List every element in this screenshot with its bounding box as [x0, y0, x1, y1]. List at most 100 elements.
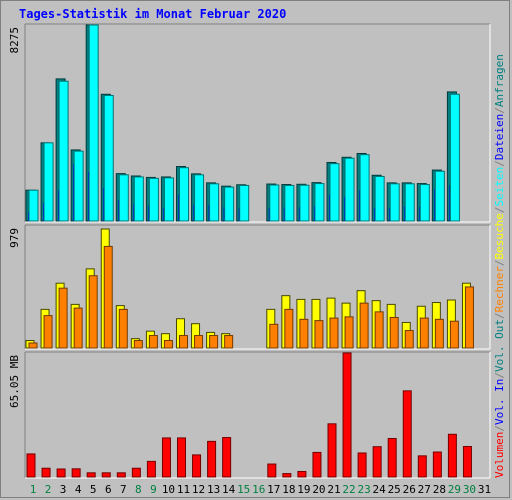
bar-volume-volumen-day-30: [462, 446, 472, 478]
bar-hits-seiten-day-6: [103, 94, 114, 222]
x-tick-label-day-6: 6: [105, 483, 112, 496]
x-tick-label-day-24: 24: [373, 483, 387, 496]
x-tick-label-day-17: 17: [267, 483, 280, 496]
x-tick-label-day-22: 22: [342, 483, 355, 496]
bar-visits-rechner-day-17: [269, 323, 279, 349]
bar-hits-seiten-day-18: [284, 184, 295, 222]
x-tick-label-day-12: 12: [192, 483, 205, 496]
x-tick-label-day-2: 2: [45, 483, 52, 496]
legend-item-dateien: Dateien: [493, 114, 506, 160]
bar-volume-volumen-day-27: [417, 455, 427, 478]
bar-visits-rechner-day-22: [344, 316, 354, 349]
y-axis-max-label: 8275: [8, 27, 21, 54]
x-tick-label-day-23: 23: [357, 483, 370, 496]
bar-hits-seiten-day-1: [28, 189, 39, 222]
bar-hits-seiten-day-23: [359, 154, 370, 222]
bar-volume-volumen-day-7: [116, 472, 126, 478]
x-tick-label-day-15: 15: [237, 483, 250, 496]
bar-hits-seiten-day-21: [329, 163, 340, 222]
x-tick-label-day-7: 7: [120, 483, 127, 496]
bar-volume-volumen-day-22: [342, 352, 352, 478]
x-tick-label-day-26: 26: [403, 483, 416, 496]
bar-hits-seiten-day-22: [344, 157, 355, 222]
bar-hits-seiten-day-15: [239, 184, 250, 222]
bar-visits-rechner-day-12: [194, 335, 204, 349]
legend-separator: /: [493, 259, 506, 266]
x-tick-label-day-27: 27: [418, 483, 431, 496]
bar-hits-seiten-day-4: [73, 150, 84, 222]
legend-item-volin: Vol. In: [493, 379, 506, 425]
panel-volume: 65.05 MB: [8, 351, 491, 479]
x-tick-label-day-10: 10: [162, 483, 175, 496]
x-tick-label-day-13: 13: [207, 483, 220, 496]
x-tick-label-day-20: 20: [312, 483, 325, 496]
bar-hits-seiten-day-27: [419, 184, 430, 222]
legend-item-volumen: Volumen: [493, 432, 506, 478]
panel-hits: 8275: [8, 23, 491, 223]
bar-volume-volumen-day-8: [131, 467, 141, 478]
legend-separator: /: [493, 425, 506, 432]
bar-visits-rechner-day-20: [314, 320, 324, 349]
legend-item-seiten: Seiten: [493, 167, 506, 207]
legend-separator: /: [493, 107, 506, 114]
bar-visits-rechner-day-10: [163, 340, 173, 349]
bar-hits-seiten-day-2: [43, 142, 54, 222]
y-axis-max-label: 65.05 MB: [8, 355, 21, 408]
bar-visits-rechner-day-14: [224, 335, 234, 349]
bar-visits-rechner-day-6: [103, 245, 113, 349]
bar-visits-rechner-day-7: [118, 308, 128, 349]
bar-volume-volumen-day-23: [357, 452, 367, 478]
legend-item-rechner: Rechner: [493, 266, 506, 313]
bar-volume-volumen-day-5: [86, 472, 96, 478]
bar-hits-seiten-day-24: [374, 175, 385, 222]
legend-text: Volumen/Vol. In/Vol. Out/Rechner/Besuche…: [493, 54, 506, 478]
bar-volume-volumen-day-20: [312, 451, 322, 478]
chart-panels: 8275 979 65.05 MB: [8, 23, 491, 479]
bar-visits-rechner-day-13: [209, 335, 219, 349]
bar-volume-volumen-day-24: [372, 446, 382, 478]
x-tick-label-day-16: 16: [252, 483, 265, 496]
bar-volume-volumen-day-17: [267, 463, 277, 478]
bar-visits-rechner-day-30: [464, 286, 474, 349]
bar-visits-rechner-day-5: [88, 275, 98, 349]
bar-hits-seiten-day-9: [148, 177, 159, 222]
bar-hits-seiten-day-17: [269, 184, 280, 222]
x-tick-label-day-18: 18: [282, 483, 295, 496]
x-tick-label-day-3: 3: [60, 483, 67, 496]
bar-volume-volumen-day-2: [41, 467, 51, 478]
legend-separator: /: [493, 160, 506, 167]
bar-volume-volumen-day-14: [222, 437, 232, 478]
bar-volume-volumen-day-9: [146, 460, 156, 478]
bar-hits-seiten-day-8: [133, 176, 144, 222]
x-tick-label-day-21: 21: [327, 483, 340, 496]
bar-volume-volumen-day-13: [207, 440, 217, 478]
legend-separator: /: [493, 206, 506, 213]
x-tick-label-day-11: 11: [177, 483, 190, 496]
bar-volume-volumen-day-3: [56, 468, 66, 478]
bar-visits-rechner-day-28: [434, 318, 444, 349]
bar-volume-volumen-day-4: [71, 468, 81, 478]
x-tick-label-day-9: 9: [150, 483, 157, 496]
x-tick-label-day-28: 28: [433, 483, 446, 496]
bar-visits-rechner-day-8: [133, 340, 143, 349]
bar-visits-rechner-day-3: [58, 287, 68, 349]
bar-visits-rechner-day-23: [359, 302, 369, 349]
x-tick-label-day-8: 8: [135, 483, 142, 496]
x-tick-label-day-29: 29: [448, 483, 461, 496]
x-axis-day-labels: 1 2 3 4 5 6 7 8 9 10 11 12 13 14 15 16 17 18 19 20 21 22 23 24 2…: [30, 483, 491, 496]
bar-volume-volumen-day-12: [192, 454, 202, 478]
bar-visits-rechner-day-26: [404, 330, 414, 349]
bar-volume-volumen-day-1: [26, 453, 36, 478]
bar-hits-seiten-day-25: [389, 183, 400, 222]
bar-visits-rechner-day-2: [43, 315, 53, 349]
bar-hits-seiten-day-10: [163, 177, 174, 222]
bar-hits-seiten-day-19: [299, 184, 310, 222]
panel-visits: 979: [8, 224, 491, 350]
bar-hits-seiten-day-3: [58, 80, 69, 222]
bar-hits-seiten-day-20: [314, 183, 325, 222]
legend-item-volout: Vol. Out: [493, 319, 506, 372]
bar-volume-volumen-day-11: [177, 437, 186, 478]
bar-volume-volumen-day-18: [282, 473, 292, 478]
bar-hits-seiten-day-26: [404, 183, 415, 222]
